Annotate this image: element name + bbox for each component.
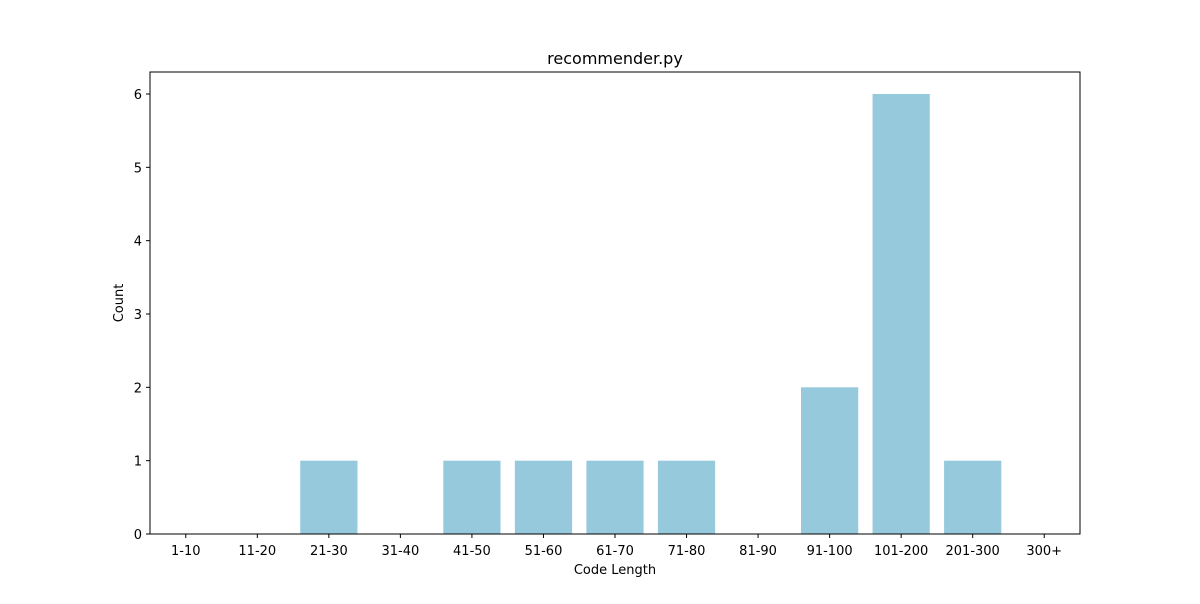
y-tick-label: 4 (134, 235, 142, 250)
y-tick-label: 1 (134, 455, 142, 470)
y-tick-label: 2 (134, 381, 142, 396)
x-tick-label: 71-80 (668, 544, 706, 559)
x-tick-label: 61-70 (596, 544, 634, 559)
x-tick-label: 51-60 (525, 544, 563, 559)
bar-41-50 (443, 460, 501, 534)
x-axis-label: Code Length (574, 563, 656, 578)
bar-71-80 (657, 460, 716, 534)
x-tick-label: 41-50 (453, 544, 491, 559)
x-axis: 1-10 11-20 21-30 31-40 41-50 51-60 61-70 71-80 8… (171, 534, 1062, 559)
bars-group (300, 94, 1002, 534)
x-tick-label: 21-30 (310, 544, 348, 559)
x-tick-label: 81-90 (739, 544, 777, 559)
y-tick-label: 5 (134, 161, 142, 176)
x-tick-label: 91-100 (807, 544, 853, 559)
x-tick-label: 201-300 (946, 544, 1000, 559)
bar-201-300 (944, 460, 1002, 534)
x-tick-label: 101-200 (874, 544, 928, 559)
y-tick-label: 3 (134, 308, 142, 323)
x-tick-label: 31-40 (381, 544, 419, 559)
y-tick-label: 0 (134, 528, 142, 543)
bar-21-30 (300, 460, 358, 534)
x-tick-label: 11-20 (238, 544, 276, 559)
y-axis-label: Count (112, 284, 127, 323)
bar-91-100 (801, 387, 859, 534)
bar-51-60 (514, 460, 573, 534)
x-tick-label: 300+ (1026, 544, 1062, 559)
bar-101-200 (872, 94, 930, 534)
y-tick-label: 6 (134, 88, 142, 103)
chart-title: recommender.py (547, 49, 683, 68)
y-axis: 0 1 2 3 4 5 6 (134, 88, 150, 543)
bar-61-70 (586, 460, 644, 534)
x-tick-label: 1-10 (171, 544, 201, 559)
